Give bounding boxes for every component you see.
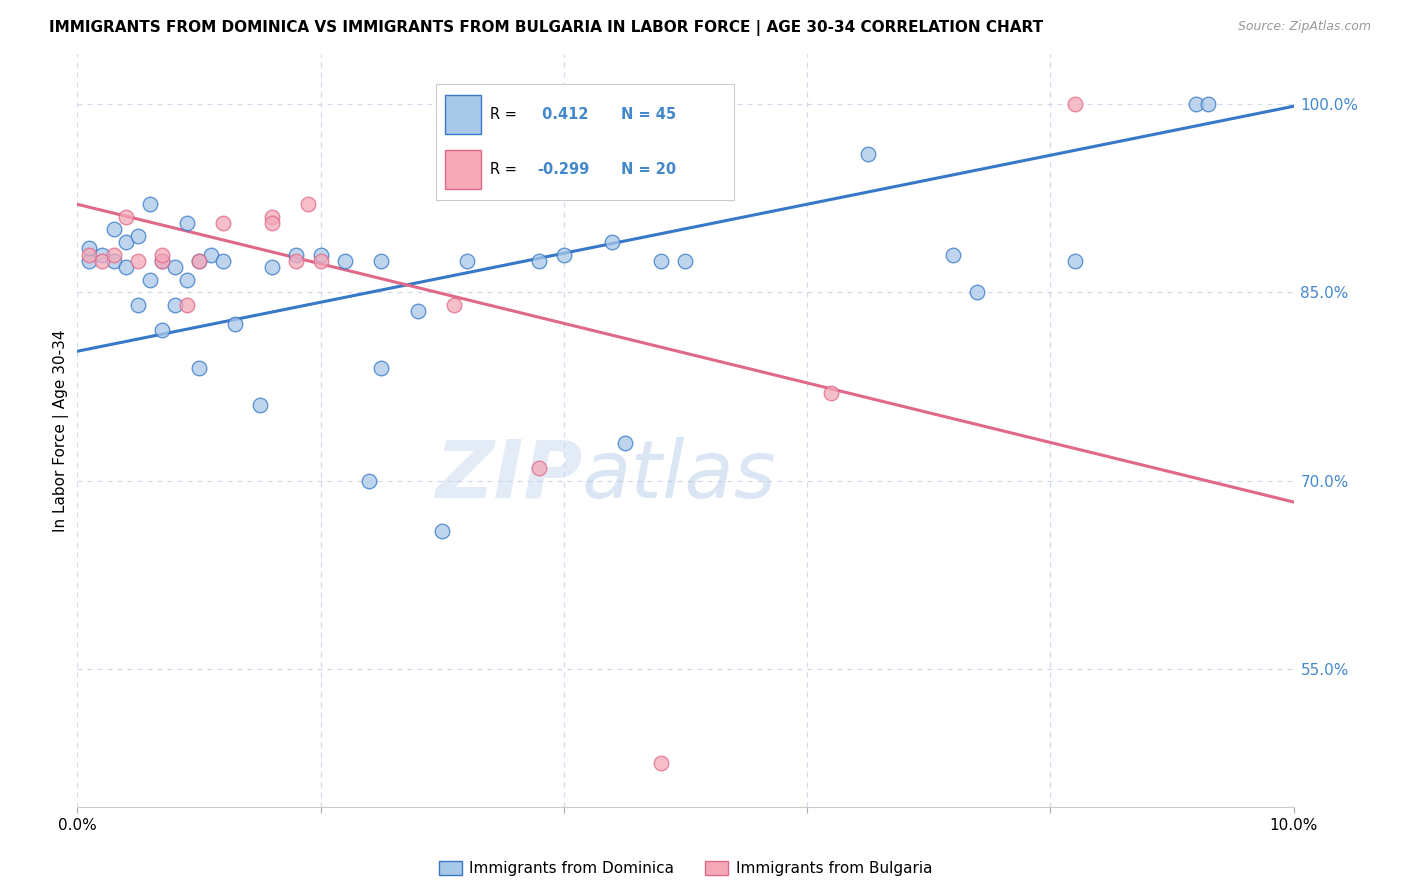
Point (553, 247, 575, 261)
Point (529, 461, 551, 475)
Point (79, 247, 101, 261)
Text: IMMIGRANTS FROM DOMINICA VS IMMIGRANTS FROM BULGARIA IN LABOR FORCE | AGE 30-34 : IMMIGRANTS FROM DOMINICA VS IMMIGRANTS F… (49, 20, 1043, 36)
Point (285, 247, 308, 261)
Point (139, 197, 162, 211)
Point (260, 210, 283, 224)
Point (188, 253, 211, 268)
Point (1185, 96, 1208, 111)
Point (370, 360, 392, 375)
Point (443, 298, 465, 312)
Y-axis label: In Labor Force | Age 30-34: In Labor Force | Age 30-34 (53, 329, 69, 532)
Point (127, 253, 149, 268)
Point (359, 474, 381, 488)
Point (188, 360, 211, 375)
Point (152, 253, 174, 268)
Point (163, 260, 186, 274)
Point (103, 247, 125, 261)
Point (103, 222, 125, 236)
Point (1063, 96, 1085, 111)
Point (456, 253, 478, 268)
Point (212, 253, 235, 268)
Point (820, 385, 842, 400)
Legend: Immigrants from Dominica, Immigrants from Bulgaria: Immigrants from Dominica, Immigrants fro… (433, 855, 938, 882)
Point (176, 273, 198, 287)
Point (602, 235, 624, 249)
Point (613, 436, 636, 450)
Point (370, 253, 392, 268)
Point (90, 253, 112, 268)
Point (188, 253, 211, 268)
Point (675, 253, 697, 268)
Point (333, 253, 356, 268)
Point (127, 228, 149, 243)
Point (115, 210, 138, 224)
Point (309, 253, 332, 268)
Point (942, 247, 965, 261)
Point (260, 260, 283, 274)
Point (115, 260, 138, 274)
Point (650, 756, 672, 771)
Point (650, 253, 672, 268)
Point (856, 147, 879, 161)
Point (309, 247, 332, 261)
Point (79, 241, 101, 255)
Point (79, 253, 101, 268)
Point (285, 253, 308, 268)
Point (1197, 96, 1219, 111)
Text: atlas: atlas (582, 436, 776, 515)
Point (432, 524, 454, 538)
Point (152, 323, 174, 337)
Point (176, 216, 198, 230)
Point (115, 235, 138, 249)
Point (90, 247, 112, 261)
Point (200, 247, 222, 261)
Point (260, 216, 283, 230)
Point (406, 304, 429, 318)
Point (127, 298, 149, 312)
Point (139, 273, 162, 287)
Point (152, 253, 174, 268)
Point (224, 317, 246, 331)
Point (529, 253, 551, 268)
Text: ZIP: ZIP (434, 436, 582, 515)
Point (249, 398, 271, 412)
Point (966, 285, 988, 300)
Point (297, 197, 319, 211)
Point (212, 216, 235, 230)
Point (1063, 253, 1085, 268)
Point (163, 298, 186, 312)
Point (103, 253, 125, 268)
Point (152, 247, 174, 261)
Text: Source: ZipAtlas.com: Source: ZipAtlas.com (1237, 20, 1371, 33)
Point (176, 298, 198, 312)
